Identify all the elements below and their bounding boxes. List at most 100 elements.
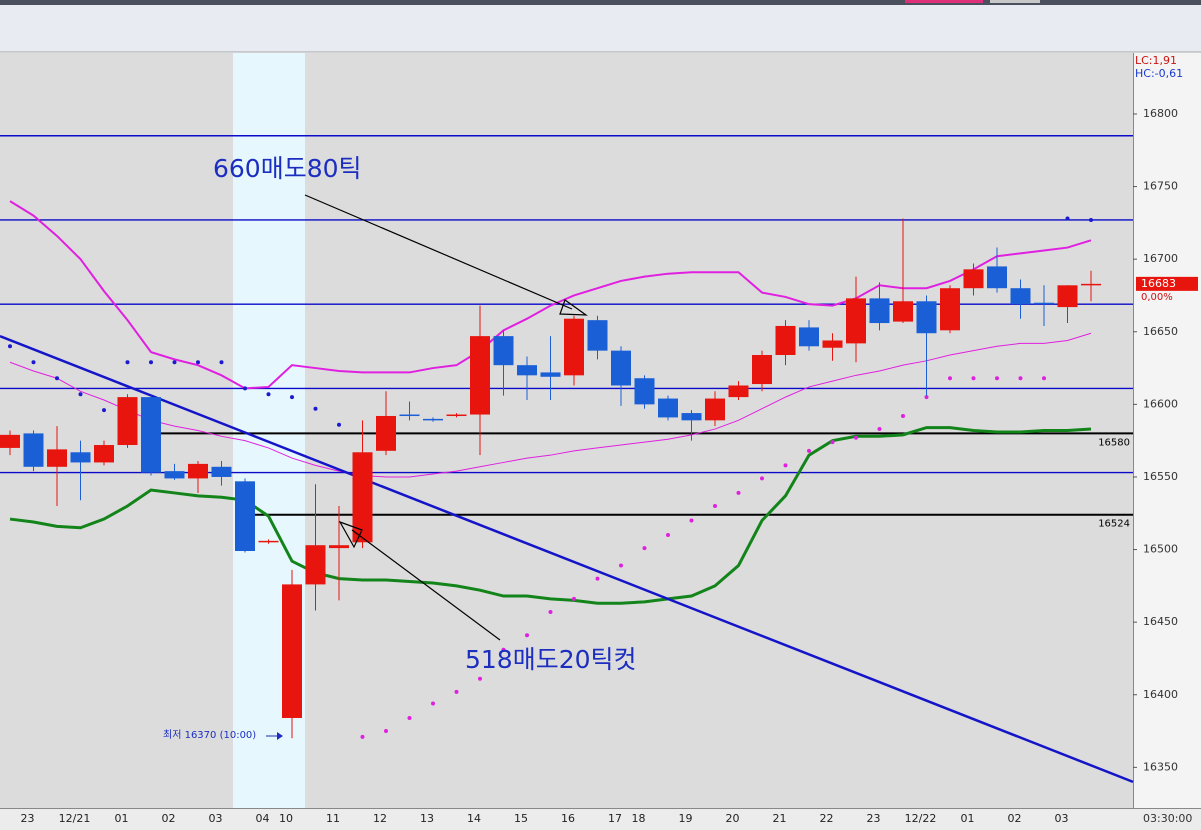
- sar-dot: [525, 633, 529, 638]
- candle-body: [1057, 285, 1078, 308]
- sar-dot: [924, 395, 929, 400]
- candle-body: [728, 385, 749, 398]
- y-tick-label: 16450: [1143, 615, 1178, 628]
- sar-dot: [807, 448, 811, 453]
- candle-body: [681, 413, 702, 421]
- x-tick-label: 12/21: [59, 812, 91, 825]
- sar-dot: [266, 392, 271, 397]
- price-label: 16683: [1141, 277, 1176, 290]
- price-axis: [1133, 53, 1201, 808]
- top-tab: [990, 0, 1040, 3]
- sar-dot: [713, 504, 717, 508]
- candle-body: [423, 418, 443, 421]
- x-tick-label: 16: [561, 812, 575, 825]
- arrow: [304, 194, 573, 310]
- sar-dot: [8, 344, 12, 349]
- sar-dot: [31, 360, 36, 365]
- candle-body: [376, 415, 396, 451]
- candle-body: [493, 336, 514, 366]
- sar-dot: [971, 376, 976, 381]
- candle-body: [846, 298, 866, 344]
- x-tick-label: 01: [961, 812, 975, 825]
- y-tick-label: 16600: [1143, 397, 1178, 410]
- low-note: 최저 16370 (10:00): [163, 729, 256, 741]
- candle-body: [916, 301, 937, 334]
- candle-body: [611, 350, 631, 386]
- sar-dot: [1065, 216, 1070, 221]
- x-tick-label: 03: [1055, 812, 1069, 825]
- x-tick-label: 18: [632, 812, 646, 825]
- x-tick-label: 04: [256, 812, 270, 825]
- sar-dot: [830, 440, 835, 445]
- candle-body: [0, 434, 20, 448]
- candle-body: [705, 398, 725, 421]
- x-tick-label: 23: [867, 812, 881, 825]
- price-box: [1136, 276, 1198, 291]
- sar-dot: [196, 360, 200, 365]
- candle-body: [564, 318, 584, 376]
- sar-dot: [666, 533, 670, 538]
- sar-dot: [384, 729, 388, 734]
- x-tick-label: 12/22: [905, 812, 937, 825]
- annotation: 518매도20틱컷: [465, 645, 637, 674]
- candle-body: [1034, 302, 1054, 305]
- candle-body: [94, 445, 114, 463]
- sar-dot: [172, 360, 177, 365]
- y-tick-label: 16350: [1143, 760, 1178, 773]
- sar-dot: [572, 596, 576, 601]
- support-label: 16524: [1098, 519, 1130, 530]
- sar-dot: [78, 392, 83, 397]
- candle-body: [869, 298, 890, 324]
- y-tick-label: 16500: [1143, 543, 1178, 556]
- low-arrow: [277, 732, 283, 740]
- sar-dot: [901, 413, 905, 418]
- indicator-line: [9, 332, 1092, 478]
- x-tick-label: 13: [420, 812, 434, 825]
- x-tick-label: 15: [514, 812, 528, 825]
- lc-label: LC:1,91: [1135, 54, 1177, 67]
- x-tick-label: 23: [21, 812, 35, 825]
- candle-body: [164, 471, 185, 479]
- sar-dot: [431, 701, 435, 706]
- top-tab: [905, 0, 983, 3]
- sar-dot: [313, 406, 318, 411]
- top-strip: [0, 0, 1201, 5]
- x-tick-label: 01: [115, 812, 129, 825]
- sar-dot: [995, 376, 999, 381]
- candle-body: [235, 481, 255, 552]
- sar-dot: [125, 360, 130, 365]
- sar-dot: [360, 734, 365, 739]
- sar-dot: [736, 490, 741, 495]
- y-tick-label: 16750: [1143, 180, 1178, 193]
- sar-dot: [689, 518, 694, 523]
- arrowhead: [338, 520, 363, 549]
- candle-body: [399, 414, 420, 417]
- candle-body: [470, 336, 490, 415]
- candle-body: [987, 266, 1007, 289]
- candle-body: [70, 452, 91, 463]
- toolbar: [0, 5, 1201, 52]
- candle-body: [822, 340, 843, 348]
- candle-body: [658, 398, 678, 418]
- sar-dot: [149, 360, 153, 365]
- sar-dot: [548, 609, 553, 614]
- x-tick-label: 22: [820, 812, 834, 825]
- change-label: 0,00%: [1141, 292, 1173, 303]
- candle-body: [963, 269, 984, 289]
- x-tick-label: 14: [467, 812, 481, 825]
- sar-dot: [619, 563, 623, 568]
- sar-dot: [1018, 376, 1023, 381]
- sar-dot: [1089, 217, 1093, 222]
- candle-body: [775, 325, 796, 355]
- y-tick-label: 16400: [1143, 688, 1178, 701]
- support-label: 16580: [1098, 437, 1130, 448]
- sar-dot: [854, 435, 858, 440]
- sar-dot: [948, 376, 952, 381]
- x-tick-label: 11: [326, 812, 340, 825]
- sar-dot: [219, 360, 224, 365]
- y-tick-label: 16550: [1143, 470, 1178, 483]
- y-tick-label: 16650: [1143, 325, 1178, 338]
- x-tick-label: 10: [279, 812, 293, 825]
- x-tick-label: 03: [209, 812, 223, 825]
